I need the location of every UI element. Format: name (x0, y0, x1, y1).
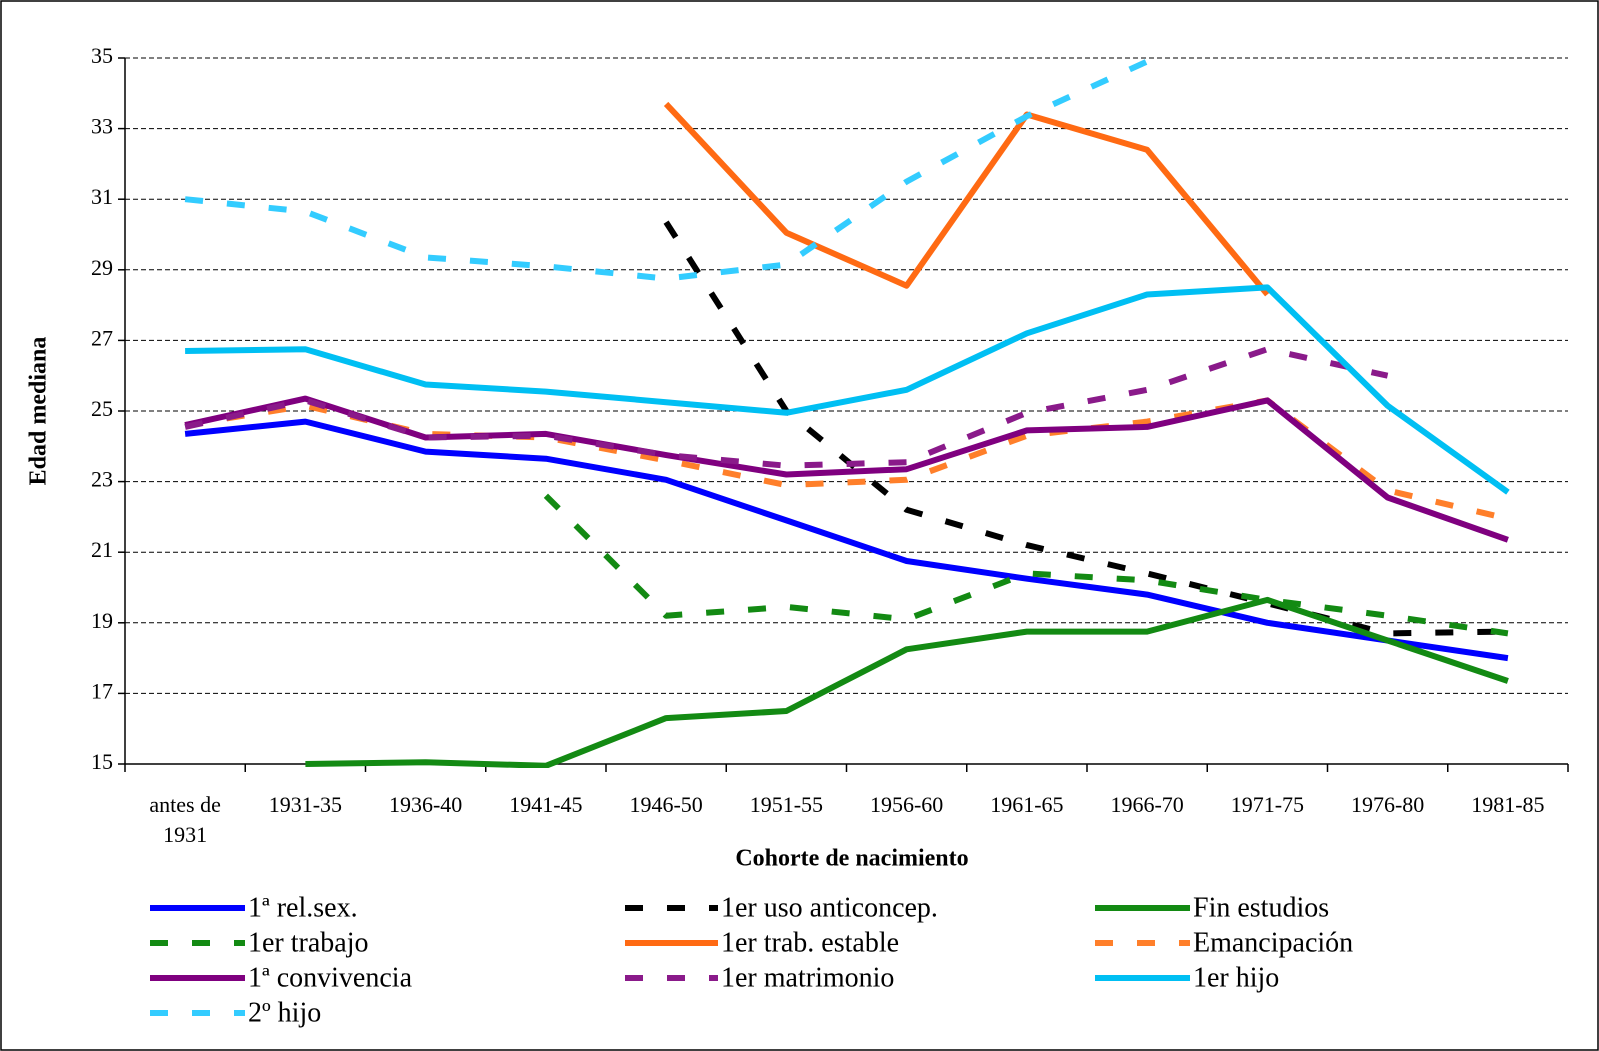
legend-label: 1ª rel.sex. (248, 892, 358, 923)
x-tick-label: 1976-80 (1350, 792, 1425, 817)
y-axis-label: Edad mediana (26, 337, 52, 486)
y-tick-label: 29 (91, 255, 113, 280)
legend-label: 1er trabajo (248, 927, 369, 958)
legend-label: 1er uso anticoncep. (721, 892, 938, 923)
legend-label: 1er trab. estable (721, 927, 899, 958)
x-tick-label: 1971-75 (1230, 792, 1305, 817)
series-line (305, 596, 1509, 768)
y-tick-label: 19 (91, 608, 113, 633)
y-tick-label: 31 (91, 184, 113, 209)
legend-label: 1er hijo (1193, 962, 1279, 993)
x-tick-label: 1946-50 (629, 792, 703, 817)
x-tick-label: 1956-60 (869, 792, 944, 817)
legend-label: 1er matrimonio (721, 962, 894, 993)
series-line (184, 395, 1509, 543)
y-tick-label: 25 (91, 396, 113, 421)
legend-label: 1ª convivencia (248, 962, 413, 993)
legend-label: Emancipación (1193, 927, 1353, 958)
x-axis-label: Cohorte de nacimiento (735, 846, 968, 872)
series-line (663, 220, 1508, 637)
x-tick-label: 1936-40 (388, 792, 463, 817)
series-line (663, 101, 1270, 297)
x-tick-label: 1931-35 (268, 792, 343, 817)
x-tick-label: 1961-65 (990, 792, 1064, 817)
y-tick-label: 17 (91, 678, 113, 703)
y-tick-label: 35 (91, 43, 113, 68)
x-tick-label: 1941-45 (509, 792, 583, 817)
legend-label: 2º hijo (248, 997, 321, 1028)
y-tick-label: 23 (91, 467, 113, 492)
y-tick-label: 27 (91, 325, 113, 350)
x-tick-label: 1951-55 (749, 792, 824, 817)
series-group (184, 58, 1510, 768)
y-tick-label: 21 (91, 537, 113, 562)
series-line (543, 493, 1509, 637)
x-tick-label: antes de 1931 (149, 792, 221, 847)
series-line (185, 284, 1510, 495)
y-tick-label: 33 (91, 114, 113, 139)
legend-label: Fin estudios (1193, 892, 1329, 923)
x-tick-label: 1981-85 (1471, 792, 1545, 817)
series-line (184, 418, 1509, 662)
y-tick-label: 15 (91, 749, 113, 774)
x-tick-label: 1966-70 (1110, 792, 1184, 817)
series-line (184, 58, 1149, 282)
